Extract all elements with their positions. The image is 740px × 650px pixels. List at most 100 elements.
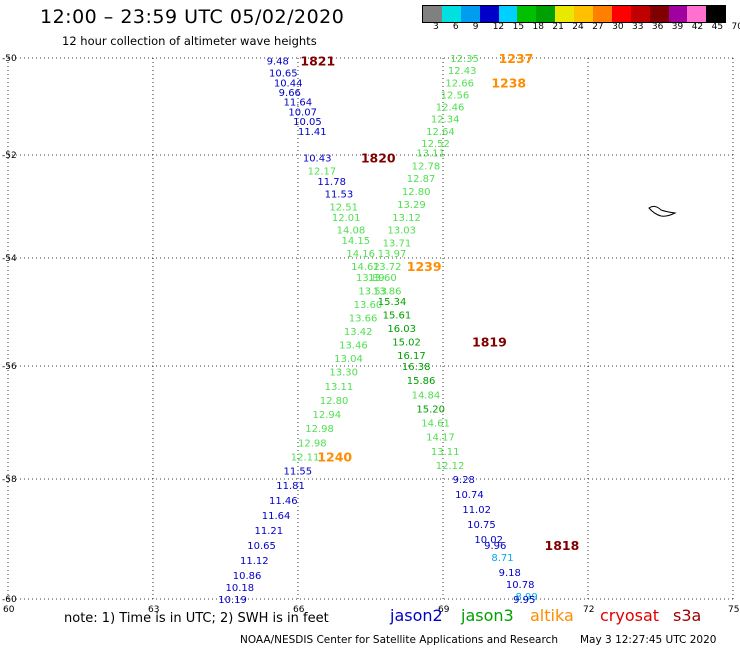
legend-swatch <box>441 6 461 22</box>
wave-height-label: 13.53 <box>358 286 387 297</box>
pass-time-label: 1818 <box>545 538 580 553</box>
pass-time-label: 1820 <box>361 151 396 166</box>
wave-height-label: 12.80 <box>402 187 431 198</box>
legend-swatch <box>630 6 650 22</box>
legend-tick-label: 33 <box>632 22 644 32</box>
wave-height-label: 9.66 <box>279 88 301 99</box>
lat-tick-label: -56 <box>2 362 17 372</box>
legend-tick-label: 39 <box>671 22 684 32</box>
wave-height-label: 14.17 <box>426 433 455 444</box>
wave-height-label: 12.35 <box>450 54 479 65</box>
legend-tick-label: 3 <box>433 22 439 32</box>
wave-height-label: 12.52 <box>421 139 450 150</box>
wave-height-label: 12.01 <box>332 213 361 224</box>
legend-swatch <box>517 6 537 22</box>
pass-time-label: 1239 <box>407 259 442 274</box>
legend-swatch <box>668 6 688 22</box>
wave-height-label: 12.78 <box>412 161 441 172</box>
wave-height-label: 14.84 <box>412 390 441 401</box>
wave-height-label: 8.71 <box>491 553 513 564</box>
wave-height-label: 13.60 <box>368 273 397 284</box>
wave-height-label: 16.17 <box>397 351 426 362</box>
wave-height-label: 11.64 <box>284 98 313 109</box>
legend-tick-label: 70 <box>731 22 740 32</box>
color-legend-ticks: 36912151821242730333639424570(ft) <box>422 22 740 34</box>
wave-height-label: 13.60 <box>354 300 383 311</box>
lon-tick-label: 63 <box>148 605 159 615</box>
wave-height-label: 11.78 <box>317 177 346 188</box>
wave-height-label: 13.03 <box>387 226 416 237</box>
wave-height-label: 15.02 <box>392 338 421 349</box>
wave-height-label: 12.43 <box>448 66 477 77</box>
wave-height-label: 13.11 <box>431 447 460 458</box>
wave-height-label: 13.11 <box>325 382 354 393</box>
wave-height-label: 10.43 <box>303 154 332 165</box>
wave-height-label: 10.07 <box>288 107 317 118</box>
wave-height-label: 11.02 <box>462 505 491 516</box>
wave-height-label: 13.30 <box>329 368 358 379</box>
wave-height-label: 9.96 <box>484 541 506 552</box>
wave-height-label: 11.46 <box>269 496 298 507</box>
wave-height-label: 8.99 <box>516 592 538 603</box>
wave-height-label: 13.11 <box>416 149 445 160</box>
lon-tick-label: 66 <box>293 605 305 615</box>
wave-height-label: 12.17 <box>308 166 337 177</box>
wave-height-label: 13.97 <box>378 249 407 260</box>
wave-height-label: 15.86 <box>407 376 436 387</box>
wave-height-label: 13.72 <box>373 262 402 273</box>
wave-height-label: 10.75 <box>467 520 496 531</box>
legend-swatch <box>706 6 726 22</box>
wave-height-label: 10.78 <box>506 580 535 591</box>
legend-swatch <box>460 6 480 22</box>
wave-height-label: 13.86 <box>373 286 402 297</box>
wave-height-label: 11.55 <box>284 467 313 478</box>
legend-swatch <box>593 6 612 22</box>
satellite-legend-s3a: s3a <box>673 606 702 625</box>
legend-swatch <box>687 6 707 22</box>
satellite-legend-cryosat: cryosat <box>600 606 660 625</box>
legend-tick-label: 45 <box>711 22 724 32</box>
lat-tick-label: -52 <box>2 151 17 161</box>
lon-tick-label: 75 <box>728 605 739 615</box>
wave-height-label: 15.20 <box>416 404 445 415</box>
wave-height-label: 10.02 <box>474 535 503 546</box>
wave-height-label: 10.65 <box>247 541 276 552</box>
wave-height-label: 11.64 <box>262 511 291 522</box>
wave-height-label: 12.87 <box>407 174 436 185</box>
wave-height-label: 10.74 <box>455 490 484 501</box>
legend-swatch <box>649 6 669 22</box>
map-title: 12:00 – 23:59 UTC 05/02/2020 <box>40 6 345 28</box>
legend-tick-label: 36 <box>651 22 664 32</box>
wave-height-label: 9.48 <box>267 56 289 67</box>
wave-height-label: 12.94 <box>313 410 342 421</box>
wave-height-label: 14.61 <box>421 419 450 430</box>
legend-swatch <box>536 6 556 22</box>
legend-swatch <box>498 6 518 22</box>
wave-height-label: 14.08 <box>337 226 366 237</box>
wave-height-label: 9.18 <box>499 568 521 579</box>
credit-text: NOAA/NESDIS Center for Satellite Applica… <box>240 634 558 646</box>
wave-height-label: 10.18 <box>226 583 255 594</box>
wave-height-label: 12.56 <box>441 90 470 101</box>
wave-height-label: 11.81 <box>276 481 305 492</box>
footnote: note: 1) Time is in UTC; 2) SWH is in fe… <box>64 611 329 626</box>
wave-height-label: 12.64 <box>426 127 455 138</box>
wave-height-label: 13.04 <box>334 354 363 365</box>
legend-tick-label: 6 <box>452 22 459 32</box>
wave-height-label: 13.89 <box>356 273 385 284</box>
wave-height-label: 10.86 <box>233 571 262 582</box>
legend-swatch <box>555 6 575 22</box>
lat-tick-label: -54 <box>2 254 17 264</box>
legend-tick-label: 21 <box>552 22 564 32</box>
legend-swatch <box>423 6 442 22</box>
map-subtitle: 12 hour collection of altimeter wave hei… <box>62 34 317 48</box>
pass-time-label: 1819 <box>472 335 507 350</box>
wave-height-label: 11.21 <box>255 526 284 537</box>
wave-height-label: 12.98 <box>305 424 334 435</box>
wave-height-label: 15.34 <box>378 297 407 308</box>
wave-height-label: 14.15 <box>342 236 371 247</box>
wave-height-label: 14.16 <box>346 249 375 260</box>
legend-swatch <box>611 6 631 22</box>
wave-height-label: 13.42 <box>344 327 373 338</box>
wave-height-label: 12.34 <box>431 115 460 126</box>
